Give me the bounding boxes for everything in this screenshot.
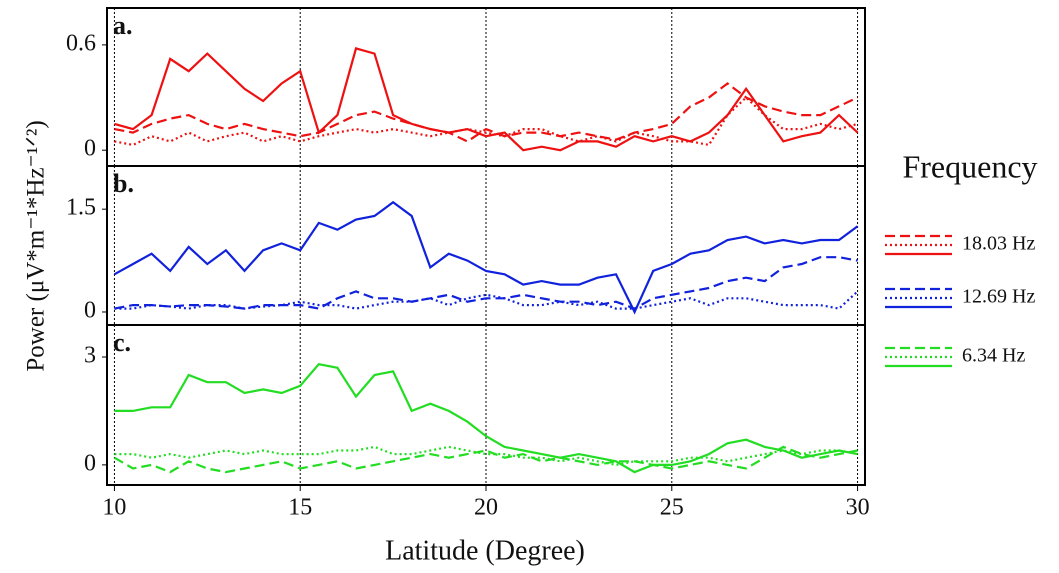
- y-tick-label: 1.5: [66, 195, 96, 221]
- panel-label: b.: [113, 169, 134, 198]
- y-tick-label: 0: [84, 450, 96, 476]
- x-tick-label: 30: [846, 495, 870, 521]
- legend-title: Frequency: [902, 148, 1037, 184]
- data-line: [113, 200, 859, 315]
- x-tick-label: 10: [102, 495, 126, 521]
- legend-label: 18.03 Hz: [962, 233, 1035, 255]
- y-tick-label: 3: [84, 343, 96, 369]
- panel-frame: [106, 7, 866, 167]
- y-tick-label: 0: [84, 297, 96, 323]
- y-tick-label: 0.6: [66, 30, 96, 56]
- x-tick-label: 15: [288, 495, 312, 521]
- data-line: [114, 47, 859, 152]
- data-line: [114, 445, 858, 467]
- data-line: [114, 82, 859, 143]
- y-tick-label: 0: [84, 136, 96, 162]
- panel-label: c.: [113, 328, 131, 357]
- x-axis-label: Latitude (Degree): [385, 535, 585, 566]
- panel-label: a.: [113, 11, 133, 40]
- data-line: [114, 95, 858, 147]
- data-line: [114, 362, 858, 474]
- x-tick-label: 20: [474, 495, 498, 521]
- panel-frame: [106, 165, 866, 326]
- legend-label: 12.69 Hz: [962, 286, 1035, 308]
- legend-label: 6.34 Hz: [962, 345, 1025, 367]
- x-tick-label: 25: [660, 495, 684, 521]
- y-axis-label: Power (μV*m⁻¹*Hz⁻¹ᐟ²): [23, 120, 50, 371]
